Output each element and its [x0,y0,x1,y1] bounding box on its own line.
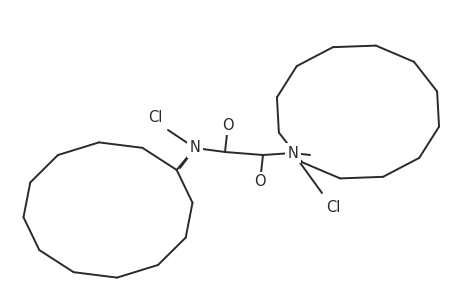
Text: N: N [287,146,298,160]
Text: Cl: Cl [147,110,162,125]
Text: N: N [189,140,200,155]
Text: O: O [254,175,265,190]
Text: Cl: Cl [325,200,340,215]
Text: O: O [222,118,233,133]
